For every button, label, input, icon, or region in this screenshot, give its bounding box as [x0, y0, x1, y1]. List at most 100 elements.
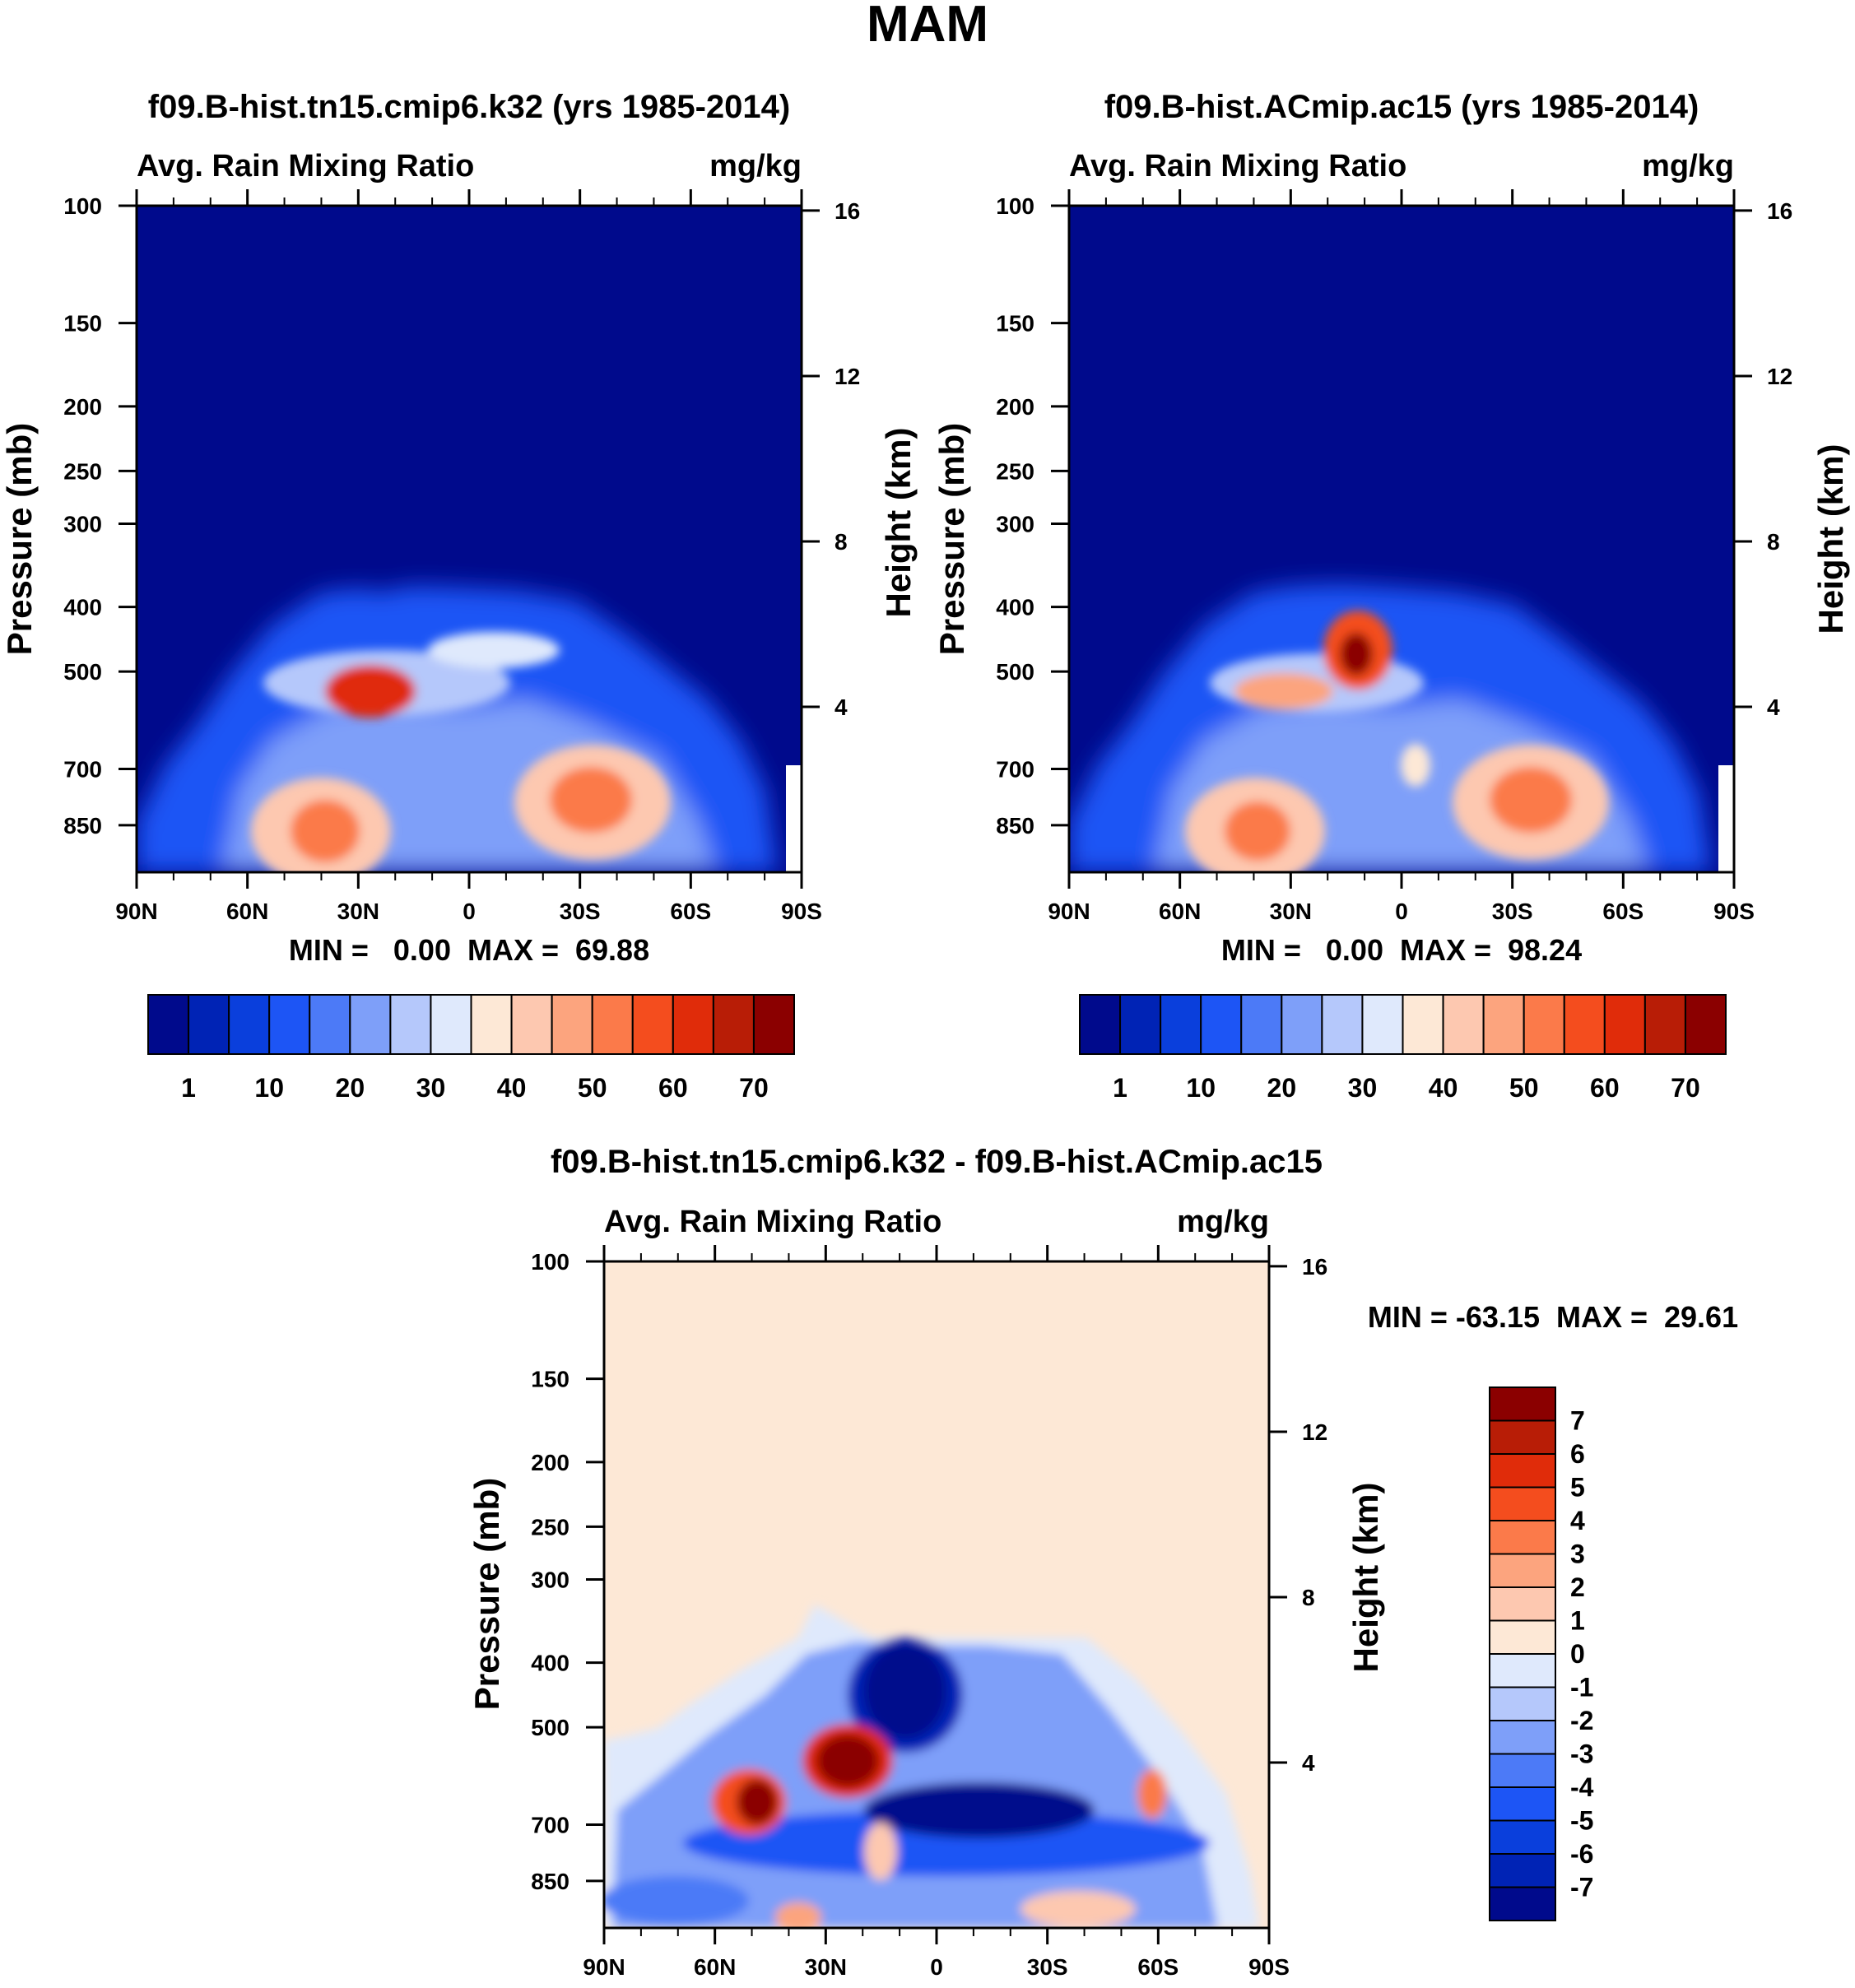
colorbar-swatch — [1402, 994, 1444, 1055]
colorbar-swatch — [1489, 1419, 1556, 1455]
panel-3-lower-negative-band — [683, 1810, 1210, 1876]
panel-2-eq-feature — [1401, 744, 1430, 787]
panel-2-variable-label: Avg. Rain Mixing Ratio — [1069, 149, 1406, 183]
panel-1: f09.B-hist.tn15.cmip6.k32 (yrs 1985-2014… — [0, 89, 918, 1103]
panel-1-eq-band — [428, 632, 560, 668]
panel-3-title: f09.B-hist.tn15.cmip6.k32 - f09.B-hist.A… — [551, 1144, 1323, 1180]
colorbar-label: 0 — [1570, 1639, 1585, 1669]
y-tick-label: 850 — [531, 1869, 570, 1894]
x-tick-label: 90S — [781, 899, 822, 924]
colorbar-swatch — [1489, 1786, 1556, 1822]
x-tick-label: 60S — [670, 899, 711, 924]
panel-1-y2label: Height (km) — [879, 428, 918, 618]
colorbar-swatch — [389, 994, 432, 1055]
panel-3-field — [604, 1261, 1269, 1928]
colorbar-label: -4 — [1570, 1772, 1594, 1802]
y-tick-label: 500 — [531, 1715, 570, 1740]
y-tick-label: 150 — [996, 311, 1034, 337]
colorbar-label: -3 — [1570, 1740, 1593, 1769]
panel-2-upper-max-inner — [1340, 633, 1373, 676]
x-tick-label: 30S — [1492, 899, 1533, 924]
colorbar-swatch — [309, 994, 351, 1055]
y-tick-label: 250 — [63, 458, 102, 484]
colorbar-swatch — [752, 994, 795, 1055]
panel-3-ylabel: Pressure (mb) — [467, 1478, 506, 1710]
colorbar-swatch — [1489, 1486, 1556, 1521]
y2-tick-label: 12 — [835, 364, 860, 389]
colorbar-label: 50 — [578, 1073, 607, 1103]
colorbar-label: 30 — [1348, 1073, 1378, 1103]
colorbar-swatch — [188, 994, 230, 1055]
panel-2-stats: MIN = 0.00 MAX = 98.24 — [1221, 933, 1582, 967]
y2-tick-label: 12 — [1302, 1419, 1327, 1445]
colorbar-swatch — [1489, 1386, 1556, 1422]
figure-title: MAM — [867, 0, 988, 53]
panel-3-surface-positive — [775, 1902, 821, 1928]
colorbar-label: 20 — [1267, 1073, 1297, 1103]
colorbar-swatch — [228, 994, 271, 1055]
panel-1-ylabel: Pressure (mb) — [0, 423, 39, 655]
colorbar-swatch — [268, 994, 311, 1055]
colorbar-label: -7 — [1570, 1873, 1593, 1902]
panel-2-nh-max-inner — [1225, 801, 1290, 861]
y-tick-label: 150 — [63, 311, 102, 337]
colorbar-swatch — [510, 994, 553, 1055]
colorbar-swatch — [1200, 994, 1243, 1055]
colorbar-label: -1 — [1570, 1673, 1593, 1702]
y-tick-label: 500 — [63, 659, 102, 685]
colorbar-label: 5 — [1570, 1473, 1585, 1503]
x-tick-label: 30N — [337, 899, 379, 924]
x-tick-label: 0 — [1395, 899, 1408, 924]
colorbar-swatch — [1240, 994, 1283, 1055]
colorbar-swatch — [712, 994, 755, 1055]
x-tick-label: 60N — [1159, 899, 1201, 924]
panel-1-field — [137, 206, 802, 872]
colorbar-swatch — [430, 994, 472, 1055]
x-tick-label: 90N — [583, 1954, 625, 1980]
panel-3-midlevel-max — [816, 1735, 879, 1787]
y-tick-label: 400 — [63, 595, 102, 620]
x-tick-label: 90S — [1713, 899, 1755, 924]
y-tick-label: 200 — [63, 394, 102, 420]
x-tick-label: 60S — [1137, 1954, 1179, 1980]
x-tick-label: 30S — [1027, 1954, 1068, 1980]
y-tick-label: 250 — [996, 458, 1034, 484]
colorbar-swatch — [1563, 994, 1606, 1055]
y-tick-label: 100 — [531, 1249, 570, 1275]
panel-3-nh-positive — [737, 1779, 778, 1825]
colorbar-label: 2 — [1570, 1572, 1585, 1602]
y-tick-label: 400 — [996, 595, 1034, 620]
panel-3-sh-lower-positive — [1020, 1891, 1136, 1927]
colorbar-swatch — [1321, 994, 1364, 1055]
panel-3-units-label: mg/kg — [1177, 1205, 1269, 1239]
y2-tick-label: 16 — [835, 198, 860, 224]
panel-3-stats: MIN = -63.15 MAX = 29.61 — [1368, 1300, 1738, 1334]
colorbar-swatch — [1489, 1686, 1556, 1721]
colorbar-swatch — [1489, 1753, 1556, 1788]
panel-1-title: f09.B-hist.tn15.cmip6.k32 (yrs 1985-2014… — [148, 89, 790, 125]
colorbar-label: -6 — [1570, 1839, 1593, 1869]
x-tick-label: 90N — [115, 899, 157, 924]
x-tick-label: 0 — [463, 899, 476, 924]
colorbar-swatch — [551, 994, 593, 1055]
panel-2-surface-mask — [1718, 765, 1734, 872]
colorbar-swatch — [1489, 1586, 1556, 1622]
panel-2-field — [1069, 206, 1734, 872]
colorbar-label: 60 — [658, 1073, 688, 1103]
colorbar-label: 1 — [181, 1073, 196, 1103]
colorbar-swatch — [1489, 1853, 1556, 1888]
colorbar-label: 10 — [254, 1073, 284, 1103]
colorbar-swatch — [1361, 994, 1404, 1055]
panel-3-sh-positive — [1137, 1769, 1167, 1818]
panel-2-ylabel: Pressure (mb) — [932, 423, 971, 655]
colorbar-swatch — [1489, 1720, 1556, 1755]
colorbar-swatch — [1281, 994, 1323, 1055]
colorbar-label: 10 — [1186, 1073, 1216, 1103]
colorbar-swatch — [1119, 994, 1162, 1055]
colorbar-swatch — [1489, 1619, 1556, 1655]
colorbar-swatch — [631, 994, 674, 1055]
y-tick-label: 200 — [531, 1450, 570, 1475]
panel-1-units-label: mg/kg — [709, 149, 802, 183]
panel-2-units-label: mg/kg — [1642, 149, 1734, 183]
